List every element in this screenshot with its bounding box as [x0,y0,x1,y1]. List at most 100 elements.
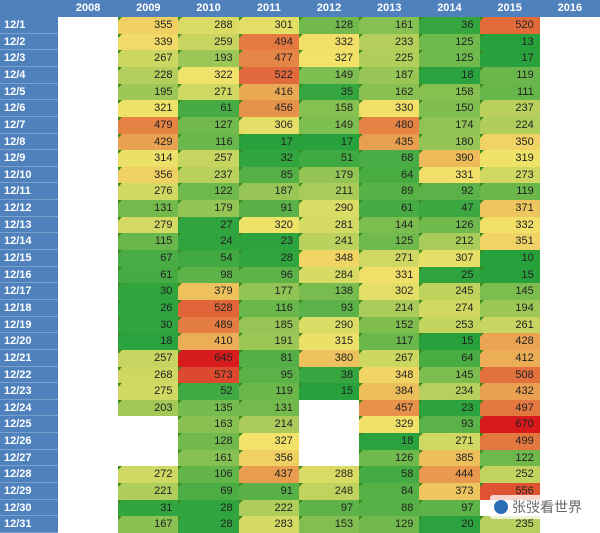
data-cell: 351 [479,233,540,251]
date-label: 12/10 [0,166,58,184]
data-cell: 126 [359,449,420,467]
data-cell: 106 [178,466,239,484]
data-cell [299,400,359,417]
data-cell [58,100,118,117]
data-cell: 119 [479,183,540,201]
data-cell: 390 [419,150,480,167]
data-cell: 85 [238,166,299,184]
data-cell [58,333,118,350]
data-cell: 319 [479,150,540,167]
data-cell: 111 [479,83,540,101]
data-cell [540,17,600,34]
date-label: 12/2 [0,33,58,51]
data-cell: 52 [178,383,239,400]
data-cell: 128 [298,17,360,34]
data-cell [58,300,118,317]
data-cell: 225 [359,50,420,67]
date-label: 12/17 [0,283,58,300]
data-cell [299,416,359,433]
date-label: 12/7 [0,116,58,134]
data-cell [540,383,600,400]
data-cell: 224 [479,116,540,134]
data-cell: 30 [118,283,179,300]
data-cell: 348 [359,366,420,384]
data-cell: 271 [359,250,420,267]
data-cell: 119 [479,66,540,84]
data-cell [58,250,118,267]
data-cell: 573 [178,366,239,384]
data-cell [58,217,118,234]
data-cell: 480 [359,116,420,134]
data-cell: 508 [479,366,540,384]
data-cell: 88 [359,499,420,517]
data-cell [540,317,600,334]
data-cell [540,200,600,217]
data-cell [540,84,600,101]
data-cell [58,150,118,167]
data-cell: 268 [118,366,179,384]
data-cell: 17 [479,50,540,67]
data-cell [540,117,600,134]
data-cell: 93 [419,416,480,434]
data-cell: 36 [419,17,480,34]
wechat-icon [494,500,508,514]
data-cell [540,333,600,350]
data-cell: 91 [238,483,299,500]
data-cell [58,516,118,533]
data-cell [540,283,600,300]
data-cell: 115 [118,233,179,251]
data-cell [58,183,118,200]
data-cell: 203 [118,399,179,417]
data-cell: 149 [298,66,360,84]
data-cell: 138 [298,283,360,300]
data-cell: 245 [419,283,480,300]
data-cell: 187 [238,183,299,201]
data-cell: 428 [479,333,540,350]
data-cell: 122 [479,449,540,467]
data-cell: 144 [359,216,420,234]
data-cell: 288 [298,466,360,484]
data-cell: 489 [178,316,239,334]
data-cell: 35 [298,83,360,101]
data-cell: 477 [238,50,299,67]
data-cell [58,450,118,467]
date-label: 12/24 [0,399,58,417]
data-cell: 61 [118,266,179,284]
data-cell: 119 [238,383,299,400]
data-cell: 306 [238,116,299,134]
data-cell [540,416,600,433]
data-cell: 211 [298,183,360,201]
year-header-2010: 2010 [178,0,239,17]
data-cell: 15 [298,383,360,400]
data-cell: 116 [178,133,239,151]
data-cell: 38 [298,366,360,384]
data-cell: 214 [359,299,420,317]
data-cell [118,433,178,450]
data-cell [58,483,118,500]
data-cell: 127 [178,116,239,134]
data-cell: 28 [178,516,239,533]
data-cell: 284 [298,266,360,284]
data-cell [299,433,359,450]
data-cell: 15 [419,333,480,350]
data-cell: 97 [419,499,480,517]
data-cell [118,450,178,467]
data-cell [58,400,118,417]
data-cell: 379 [178,283,239,300]
data-cell [540,67,600,84]
data-cell [540,400,600,417]
data-cell: 27 [178,216,239,234]
data-cell [118,416,178,433]
data-cell: 193 [178,50,239,67]
data-cell [58,134,118,151]
data-cell [58,383,118,400]
data-cell: 28 [238,250,299,267]
data-cell [540,350,600,367]
date-label: 12/23 [0,383,58,400]
data-cell [58,200,118,217]
year-header-2013: 2013 [359,0,420,17]
data-cell: 371 [479,200,540,217]
data-cell: 125 [359,233,420,251]
data-cell: 279 [118,216,179,234]
data-cell [299,450,359,467]
